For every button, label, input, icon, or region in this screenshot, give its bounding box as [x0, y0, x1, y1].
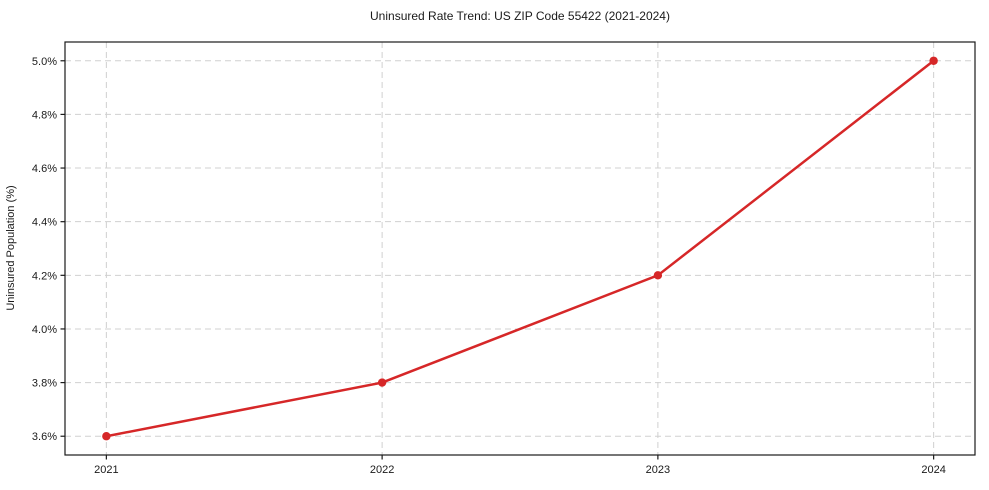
x-tick-label: 2021 — [94, 464, 118, 476]
gridlines — [65, 42, 975, 455]
plot-border — [64, 41, 976, 456]
y-tick-label: 4.0% — [32, 324, 57, 336]
data-point — [653, 271, 663, 280]
data-point — [929, 56, 938, 65]
x-tick-label: 2024 — [921, 464, 945, 476]
y-tick-label: 4.8% — [32, 109, 57, 121]
y-tick-label: 3.8% — [32, 378, 57, 390]
trend-line — [105, 59, 935, 438]
y-tick-label: 4.2% — [32, 270, 57, 282]
axes — [60, 41, 976, 460]
x-tick-label: 2022 — [370, 464, 394, 476]
y-tick-label: 4.4% — [32, 217, 57, 229]
y-tick-label: 3.6% — [32, 431, 57, 443]
y-tick-label: 5.0% — [32, 56, 57, 68]
series-layer — [102, 56, 938, 441]
tick-labels: 3.6% 3.8% 4.0% 4.2% 4.4% 4.6% 4.8% 5.0% 2021 2022… — [32, 56, 946, 476]
x-tick-label: 2023 — [646, 464, 670, 476]
y-axis-label: Uninsured Population (%) — [5, 185, 17, 310]
y-tick-label: 4.6% — [32, 163, 57, 175]
data-point — [102, 432, 111, 441]
chart-title: Uninsured Rate Trend: US ZIP Code 55422 … — [370, 9, 670, 23]
data-point — [377, 378, 387, 387]
